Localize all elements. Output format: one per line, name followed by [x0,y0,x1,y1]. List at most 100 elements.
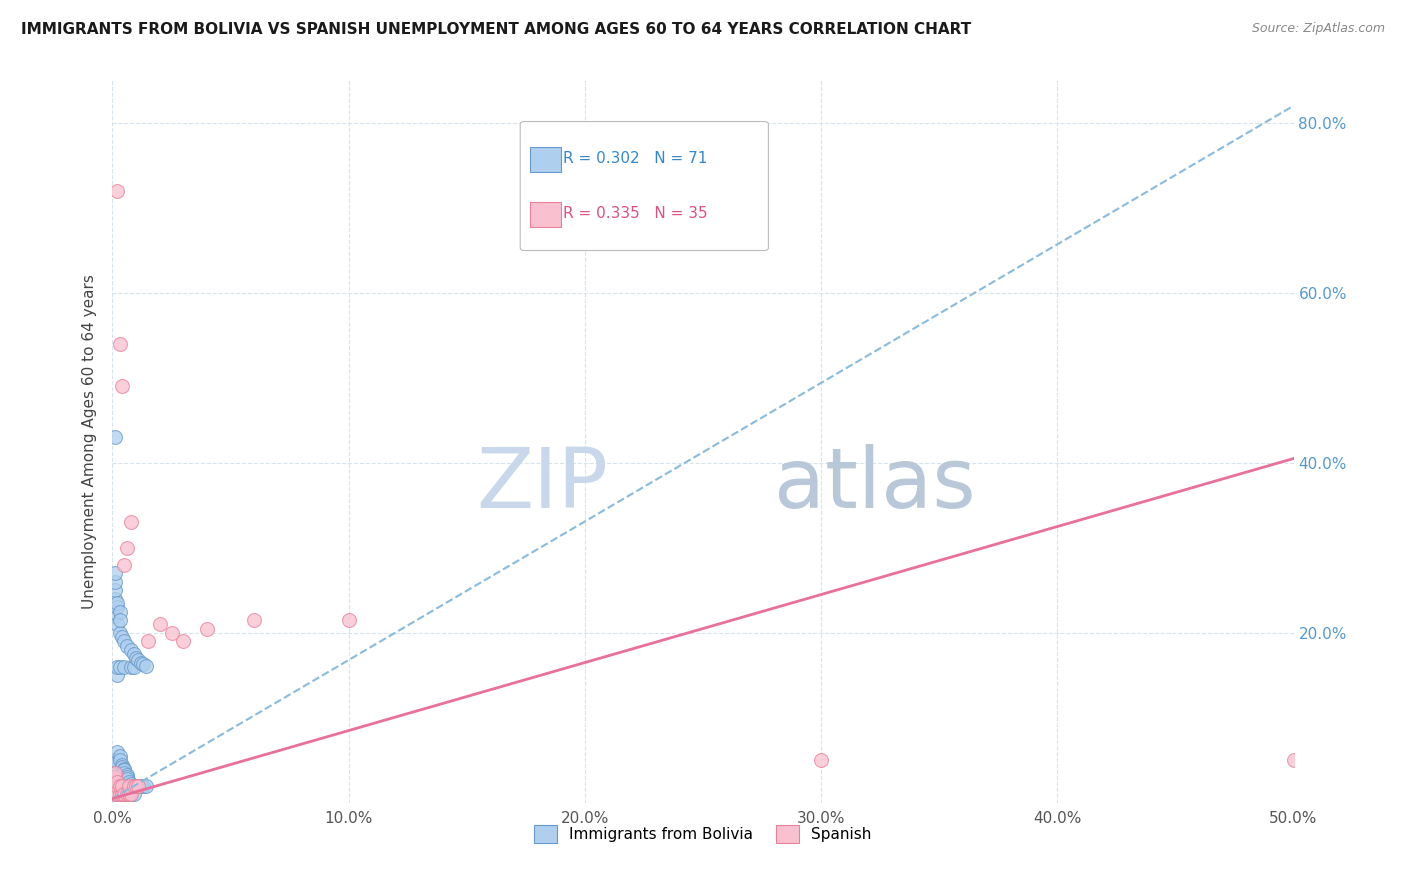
Point [120,660,142,674]
Point [125,779,148,793]
Point [118,779,141,793]
Point [108,660,131,674]
Point [118,787,141,801]
Point [111,760,134,774]
Point [337,613,360,627]
Point [105,745,128,759]
Point [104,766,127,780]
Point [104,770,127,784]
Point [108,336,131,351]
Point [122,779,145,793]
Point [122,787,145,801]
Point [115,787,138,801]
Point [105,660,128,674]
Point [112,660,135,674]
Point [104,783,127,797]
Text: atlas: atlas [773,444,976,525]
Point [120,787,142,801]
Point [104,583,127,598]
Point [125,779,148,793]
Point [118,787,141,801]
Point [108,779,131,793]
Point [135,779,157,793]
Text: R = 0.335   N = 35: R = 0.335 N = 35 [562,206,707,221]
Point [111,787,134,801]
Point [111,779,134,793]
Point [243,613,266,627]
Point [120,787,142,801]
Point [104,774,127,789]
Point [104,787,127,801]
Point [115,779,138,793]
Point [104,591,127,606]
Point [132,657,155,672]
Point [108,605,131,619]
Point [120,777,142,791]
Point [160,625,183,640]
Point [108,787,131,801]
Point [127,779,149,793]
Point [129,779,152,793]
Point [105,787,128,801]
Point [132,779,155,793]
Point [104,608,127,623]
Text: Source: ZipAtlas.com: Source: ZipAtlas.com [1251,22,1385,36]
Point [108,749,131,764]
Point [104,574,127,589]
Point [112,558,135,572]
Point [115,541,138,555]
Point [195,622,218,636]
Legend: Immigrants from Bolivia, Spanish: Immigrants from Bolivia, Spanish [529,819,877,849]
Text: IMMIGRANTS FROM BOLIVIA VS SPANISH UNEMPLOYMENT AMONG AGES 60 TO 64 YEARS CORREL: IMMIGRANTS FROM BOLIVIA VS SPANISH UNEMP… [21,22,972,37]
Point [111,787,134,801]
Point [810,753,832,767]
Point [112,766,135,780]
Point [104,753,127,767]
Point [108,625,131,640]
Point [127,653,149,667]
Point [104,430,127,444]
Point [122,779,145,793]
Point [115,772,138,786]
Point [105,596,128,610]
Point [112,787,135,801]
Point [127,779,149,793]
Point [108,779,131,793]
Point [104,766,127,780]
Point [120,516,142,530]
Point [135,659,157,673]
Point [104,779,127,793]
Point [122,660,145,674]
Point [112,762,135,776]
Point [105,668,128,682]
Point [149,617,172,632]
Point [105,774,128,789]
Text: R = 0.302   N = 71: R = 0.302 N = 71 [562,151,707,166]
Text: ZIP: ZIP [477,444,609,525]
Point [120,642,142,657]
Point [105,617,128,632]
Point [108,787,131,801]
Point [105,600,128,615]
Point [111,630,134,644]
Point [118,774,141,789]
Point [108,753,131,767]
Point [136,634,159,648]
Point [104,770,127,784]
Point [104,779,127,793]
Point [112,779,135,793]
Point [125,651,148,665]
Point [104,787,127,801]
Point [105,184,128,198]
Point [104,774,127,789]
Point [104,566,127,581]
Point [111,757,134,772]
Point [172,634,194,648]
Point [111,779,134,793]
Point [104,762,127,776]
Y-axis label: Unemployment Among Ages 60 to 64 years: Unemployment Among Ages 60 to 64 years [82,274,97,609]
Point [1282,753,1305,767]
Point [112,787,135,801]
Point [118,779,141,793]
Point [104,757,127,772]
